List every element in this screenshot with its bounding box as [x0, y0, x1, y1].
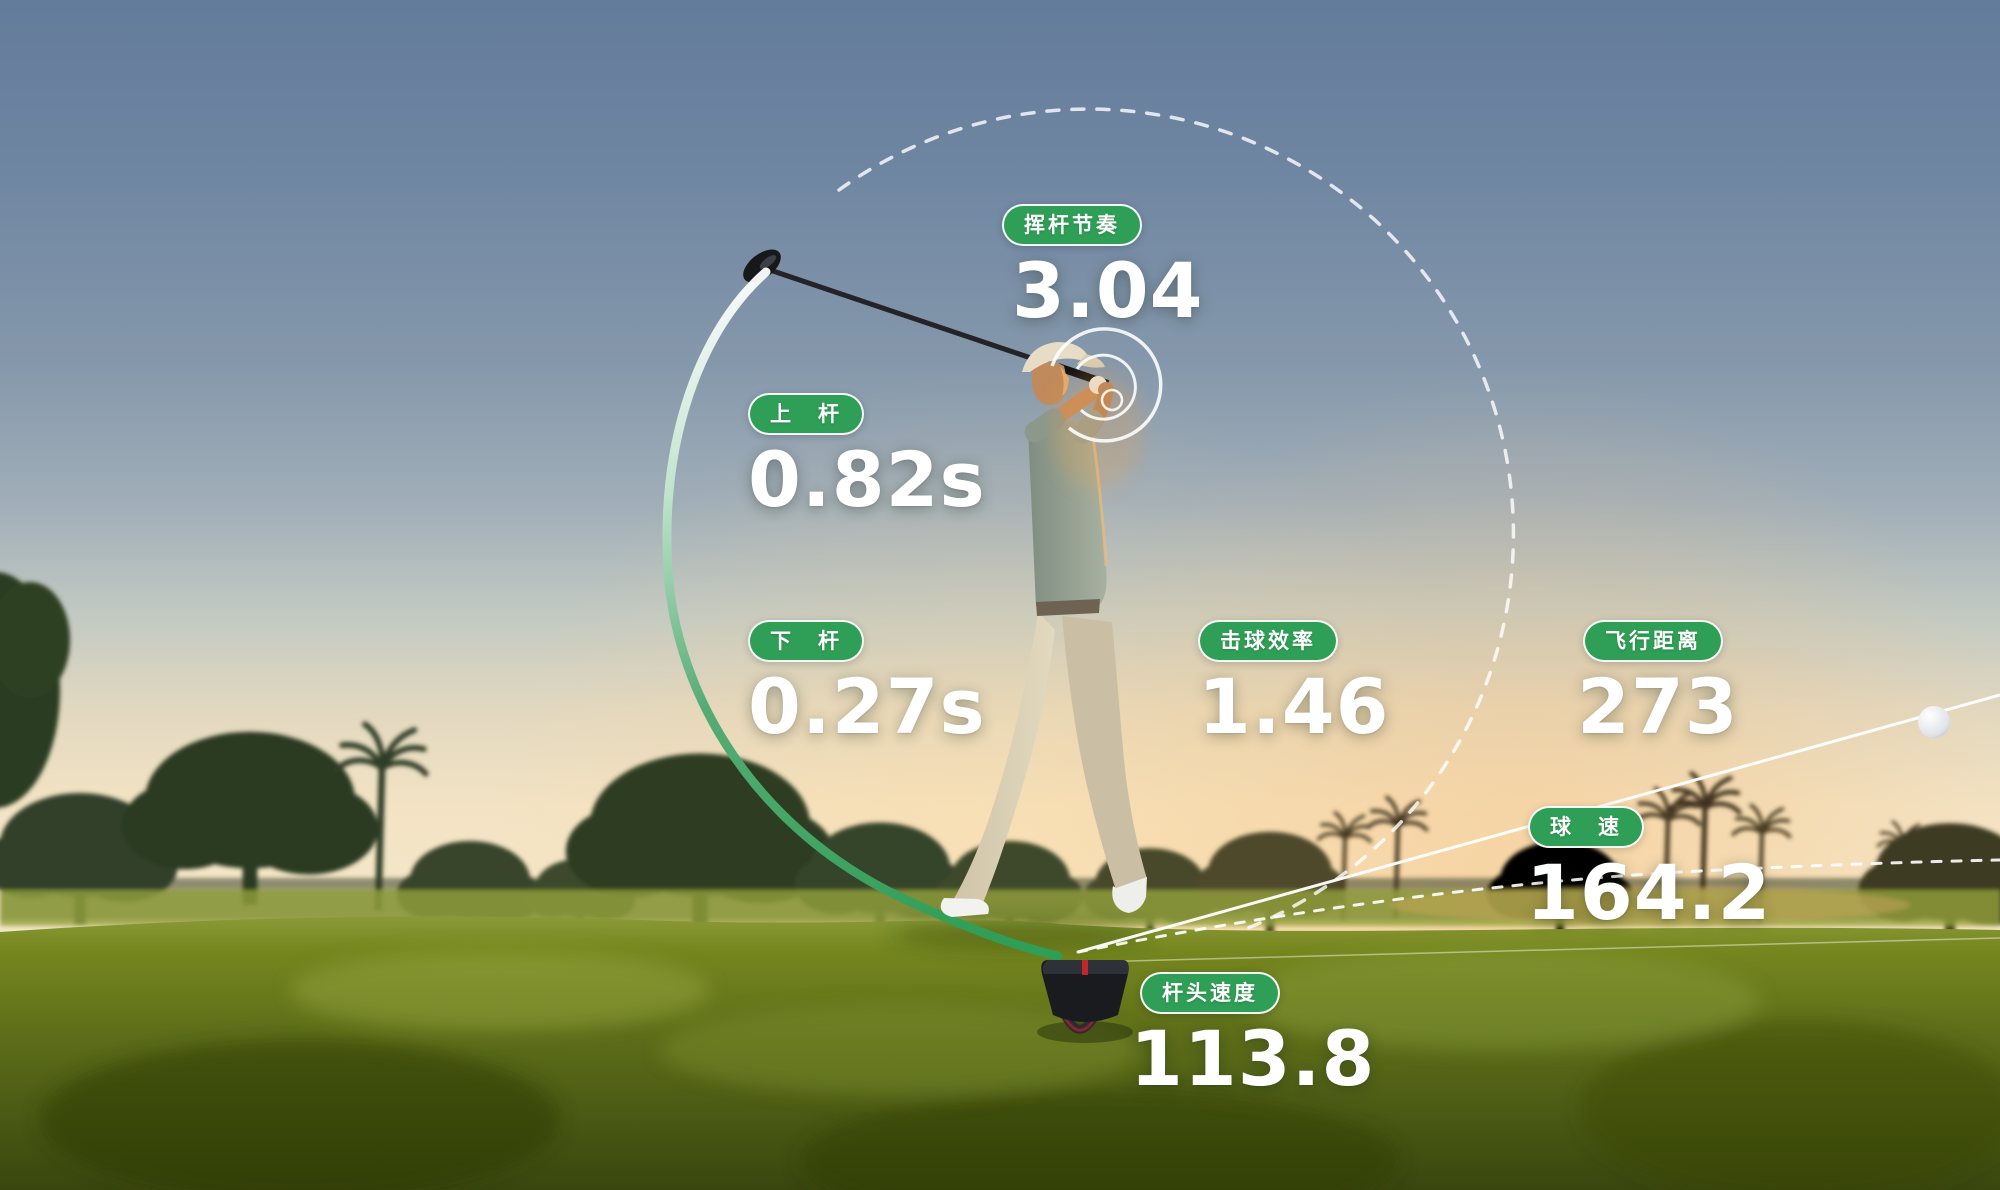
metric-value: 3.04	[1012, 246, 1204, 335]
metric-pill: 上 杆	[748, 393, 864, 435]
metric-pill: 击球效率	[1198, 620, 1338, 662]
metric-smash-factor: 击球效率 1.46	[1198, 620, 1390, 745]
metric-downswing-time: 下 杆 0.27s	[748, 620, 986, 745]
golf-ball-icon	[1918, 706, 1950, 738]
metric-value: 113.8	[1130, 1014, 1376, 1103]
metric-pill: 挥杆节奏	[1002, 204, 1142, 246]
metric-carry-distance: 飞行距离 273	[1577, 620, 1739, 745]
roll-line	[1089, 937, 2000, 963]
ball-trajectory-dashed	[1076, 858, 2000, 954]
metric-value: 164.2	[1526, 848, 1772, 937]
metric-value: 0.82s	[748, 435, 986, 524]
dashed-swing-circle	[837, 107, 1516, 932]
metric-value: 0.27s	[748, 662, 986, 751]
metric-ball-speed: 球 速 164.2	[1526, 806, 1772, 937]
metric-pill: 飞行距离	[1583, 620, 1723, 662]
sky	[0, 0, 2000, 960]
metric-backswing-time: 上 杆 0.82s	[748, 393, 986, 518]
grass-foreground	[0, 916, 2000, 1190]
metric-value: 1.46	[1198, 662, 1390, 751]
metric-pill: 杆头速度	[1140, 972, 1280, 1014]
metric-pill: 球 速	[1528, 806, 1644, 848]
metric-swing-tempo: 挥杆节奏 3.04	[1002, 204, 1204, 329]
metric-value: 273	[1577, 662, 1739, 751]
launch-monitor-device	[1037, 960, 1133, 1043]
golfer-figure	[940, 342, 1147, 917]
metric-club-head-speed: 杆头速度 113.8	[1130, 972, 1375, 1097]
pulse-rings	[1050, 327, 1163, 443]
horizon-trees	[0, 572, 2000, 947]
metric-pill: 下 杆	[748, 620, 864, 662]
swing-arc	[662, 267, 1063, 961]
